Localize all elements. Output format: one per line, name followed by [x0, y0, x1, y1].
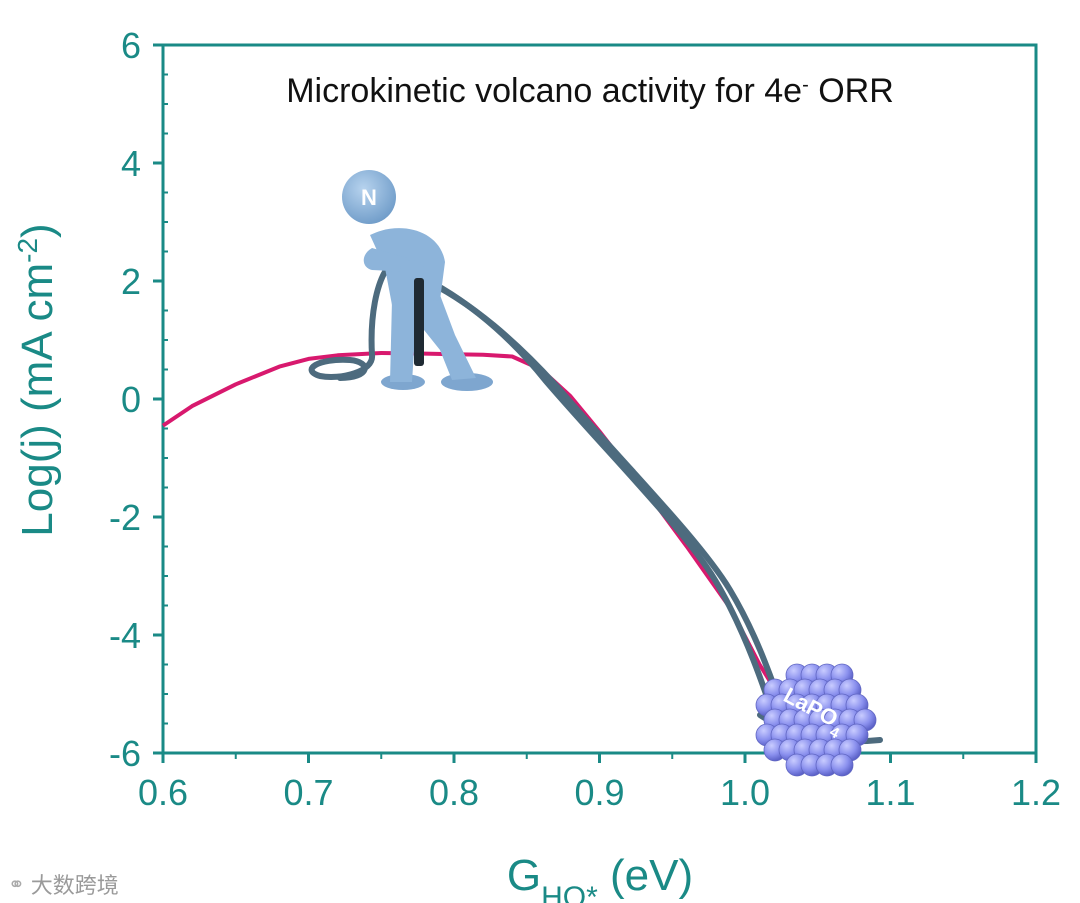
x-tick-label: 0.7 [283, 772, 333, 813]
y-tick-label: 6 [121, 25, 141, 66]
y-axis-title: Log(j) (mA cm-2) [12, 223, 63, 536]
cluster-atom [830, 753, 854, 777]
person-figure: N [342, 170, 493, 391]
x-tick-label: 0.6 [138, 772, 188, 813]
x-tick-label: 1.0 [720, 772, 770, 813]
y-axis-ticks: 6 4 2 0 -2 -4 -6 [109, 25, 168, 774]
y-tick-label: 4 [121, 143, 141, 184]
x-tick-label: 1.2 [1011, 772, 1061, 813]
watermark: ⚭ 大数跨境 [8, 868, 119, 900]
y-tick-label: -2 [109, 497, 141, 538]
person-label: N [361, 185, 377, 210]
volcano-curve [161, 351, 791, 713]
x-axis-ticks: 0.6 0.7 0.8 0.9 1.0 1.1 1.2 [138, 753, 1061, 813]
y-tick-label: -4 [109, 615, 141, 656]
link-icon: ⚭ [8, 872, 25, 896]
y-tick-label: 0 [121, 379, 141, 420]
x-axis-title: GHO* (eV) [507, 851, 693, 903]
y-tick-label: -6 [109, 733, 141, 774]
person-head [342, 170, 396, 224]
plot-frame [161, 43, 1038, 755]
y-tick-label: 2 [121, 261, 141, 302]
lapo4-cluster [755, 663, 877, 777]
x-tick-label: 1.1 [865, 772, 915, 813]
plot-title: Microkinetic volcano activity for 4e- OR… [286, 72, 894, 110]
x-tick-label: 0.9 [574, 772, 624, 813]
x-tick-label: 0.8 [429, 772, 479, 813]
watermark-text: 大数跨境 [30, 874, 119, 899]
